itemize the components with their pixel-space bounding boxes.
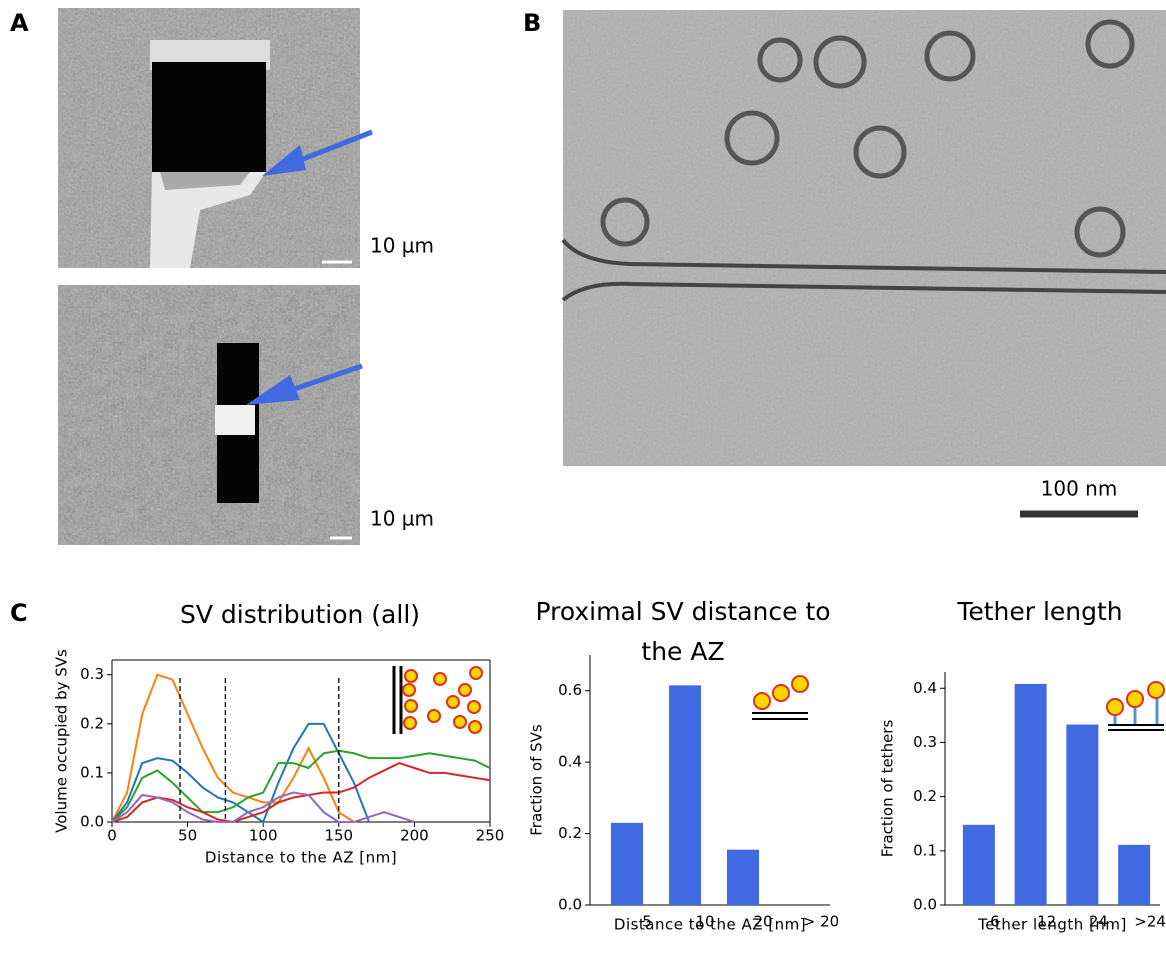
y-tick-label: 0.6 [558, 681, 582, 699]
x-tick-label: 6 [990, 913, 1000, 931]
scale-label: 10 µm [370, 507, 434, 531]
scale-label: 100 nm [1041, 477, 1118, 501]
panel-label: B [523, 9, 541, 37]
bar [669, 685, 701, 905]
y-axis-label: Volume occupied by SVs [53, 649, 71, 833]
x-tick-label: 12 [1037, 913, 1056, 931]
x-tick-label: > 20 [803, 913, 839, 931]
y-tick-label: 0.0 [558, 896, 582, 914]
x-tick-label: 250 [476, 827, 505, 845]
chart-title: Proximal SV distance to the AZ [523, 592, 843, 672]
figure: A B C 10 µm 10 µm 100 nm [0, 0, 1166, 967]
x-tick-label: >24 [1134, 913, 1166, 931]
figure-canvas: A B C 10 µm 10 µm 100 nm [0, 0, 1166, 967]
sem-image-top [58, 8, 372, 268]
y-tick-label: 0.4 [913, 679, 937, 697]
schematic-icon [752, 676, 808, 719]
x-tick-label: 100 [249, 827, 278, 845]
panel-label: C [10, 599, 28, 627]
x-tick-label: 200 [400, 827, 429, 845]
bar [1066, 725, 1098, 905]
bar [727, 850, 759, 905]
data-line [112, 793, 414, 822]
y-tick-label: 0.0 [913, 896, 937, 914]
y-tick-label: 0.1 [80, 763, 104, 781]
scale-label: 10 µm [370, 234, 434, 258]
bar [963, 825, 995, 905]
x-tick-label: 5 [642, 913, 652, 931]
x-tick-label: 0 [107, 827, 117, 845]
sem-image-bottom [58, 285, 362, 545]
x-axis-label: Distance to the AZ [nm] [205, 849, 397, 867]
y-tick-label: 0.4 [558, 753, 582, 771]
y-axis-label: Fraction of tethers [879, 720, 897, 858]
x-tick-label: 10 [695, 913, 714, 931]
y-tick-label: 0.3 [80, 665, 104, 683]
y-tick-label: 0.1 [913, 841, 937, 859]
y-tick-label: 0.2 [913, 787, 937, 805]
schematic-icon [1107, 682, 1164, 730]
y-axis-label: Fraction of SVs [528, 724, 546, 836]
y-tick-label: 0.0 [80, 813, 104, 831]
y-tick-label: 0.2 [80, 714, 104, 732]
x-tick-label: 20 [753, 913, 772, 931]
x-tick-label: 150 [324, 827, 353, 845]
x-tick-label: 24 [1089, 913, 1108, 931]
x-tick-label: 50 [178, 827, 197, 845]
bar [1015, 684, 1047, 905]
data-line [112, 763, 490, 822]
tomogram [563, 10, 1166, 466]
schematic-icon [394, 666, 482, 734]
bar [1118, 845, 1150, 905]
chart-title: SV distribution (all) [100, 595, 500, 635]
chart-title: Tether length [880, 592, 1166, 632]
y-tick-label: 0.2 [558, 824, 582, 842]
panel-label: A [10, 9, 29, 37]
y-tick-label: 0.3 [913, 733, 937, 751]
bar [611, 823, 643, 905]
